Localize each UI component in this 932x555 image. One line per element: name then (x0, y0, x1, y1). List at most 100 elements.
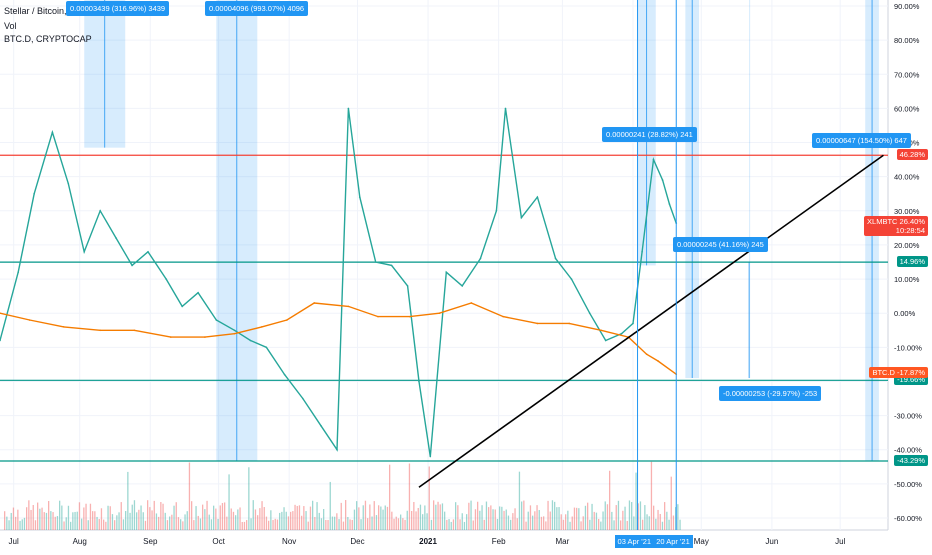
volume-bar (305, 511, 307, 530)
volume-bar (301, 515, 303, 530)
volume-bar (318, 512, 320, 530)
series-point (520, 216, 523, 219)
volume-bar (149, 507, 151, 530)
volume-bar (349, 519, 351, 530)
volume-bar (644, 505, 646, 530)
volume-bar (21, 519, 23, 530)
volume-bar (274, 518, 276, 530)
volume-bar (391, 511, 393, 530)
series-point (320, 425, 322, 427)
volume-bar (428, 466, 430, 530)
series-point (536, 322, 539, 325)
volume-bar (356, 501, 358, 530)
series-point (336, 448, 338, 451)
y-tick-label: 90.00% (894, 2, 920, 11)
series-point (131, 264, 133, 267)
volume-bar (85, 503, 87, 530)
volume-bar (573, 507, 576, 530)
volume-bar (133, 500, 136, 530)
volume-bar (56, 516, 59, 530)
series-point (657, 360, 659, 362)
volume-bar (81, 518, 83, 530)
volume-bar (19, 520, 21, 530)
volume-bar (329, 481, 331, 530)
volume-bar (582, 516, 584, 530)
series-point (418, 380, 420, 383)
volume-bar (342, 521, 345, 530)
level-tag-2: 14.96% (896, 256, 928, 268)
volume-bar (228, 474, 230, 530)
series-point (554, 257, 557, 260)
volume-bar (92, 511, 94, 530)
series-point (261, 326, 263, 328)
series-point (133, 329, 136, 332)
volume-bar (675, 507, 677, 530)
volume-bar (433, 500, 435, 530)
volume-bar (406, 510, 408, 530)
volume-bar (151, 510, 153, 530)
y-tick-label: 60.00% (894, 104, 920, 113)
volume-bar (576, 507, 578, 530)
volume-bar (118, 512, 120, 530)
volume-bar (477, 501, 479, 530)
volume-bar (61, 505, 63, 530)
series-point (641, 250, 643, 253)
volume-bar (538, 510, 540, 530)
volume-bar (622, 510, 624, 530)
price-tag-btc-d: BTC.D -17.87% (869, 367, 928, 379)
volume-bar (336, 513, 338, 530)
volume-bar (312, 500, 314, 530)
volume-bar (180, 519, 182, 530)
volume-bar (422, 514, 424, 530)
overlay-label: BTC.D, CRYPTOCAP (4, 34, 92, 44)
y-tick-label: -60.00% (894, 514, 922, 523)
volume-bar (309, 506, 312, 530)
volume-bar (400, 514, 402, 530)
volume-bar (367, 518, 369, 530)
volume-bar (70, 521, 72, 530)
volume-bar (122, 519, 125, 530)
volume-bar (243, 521, 246, 530)
series-point (283, 373, 286, 376)
volume-bar (672, 515, 675, 530)
y-tick-label: 70.00% (894, 70, 920, 79)
volume-bar (488, 507, 490, 530)
volume-bar (615, 505, 617, 530)
series-point (479, 257, 482, 260)
chart-title: Stellar / Bitcoin, 1D, BINANCE (4, 6, 126, 16)
series-point (115, 237, 117, 239)
volume-bar (208, 514, 210, 530)
volume-bar (404, 519, 406, 530)
volume-bar (598, 518, 600, 530)
volume-bar (648, 516, 650, 530)
series-point (429, 455, 432, 458)
volume-bar (4, 511, 6, 530)
volume-bar (276, 519, 279, 530)
volume-bar (177, 517, 180, 530)
volume-bar (450, 521, 452, 530)
volume-bar (448, 519, 450, 530)
volume-bar (325, 519, 327, 530)
volume-bar (169, 516, 171, 530)
volume-bar (8, 520, 10, 530)
volume-bar (298, 505, 301, 530)
series-point (470, 302, 473, 304)
volume-bar (213, 505, 215, 530)
volume-bar (272, 520, 274, 530)
volume-bar (204, 509, 206, 530)
volume-bar (474, 509, 477, 530)
y-tick-label: 10.00% (894, 275, 920, 284)
volume-bar (48, 500, 50, 530)
volume-bar (320, 518, 323, 530)
volume-bar (536, 505, 538, 530)
volume-bar (514, 508, 516, 530)
volume-bar (408, 463, 411, 530)
series-point (28, 319, 31, 321)
volume-bar (202, 504, 204, 530)
volume-bar (609, 470, 611, 530)
volume-bar (37, 502, 39, 530)
volume-bar (527, 511, 529, 530)
measure-label-3: 0.00000241 (28.82%) 241 (602, 127, 697, 142)
volume-bar (94, 511, 96, 530)
volume-bar (74, 511, 76, 530)
